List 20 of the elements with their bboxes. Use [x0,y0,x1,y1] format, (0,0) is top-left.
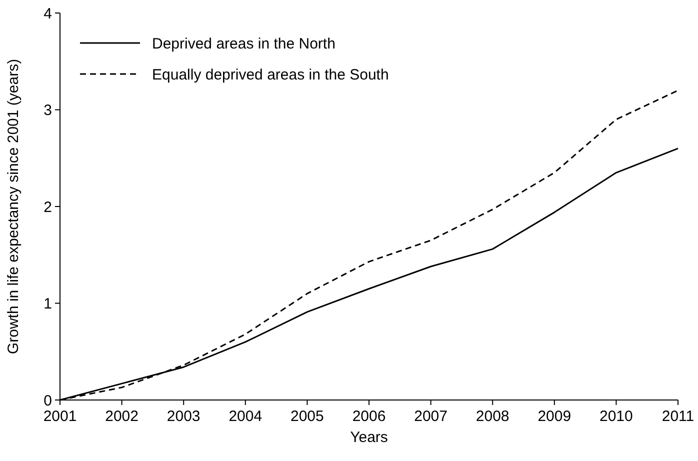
x-tick-label: 2003 [166,408,200,425]
x-tick-label: 2011 [662,408,694,425]
x-tick-label: 2009 [538,408,572,425]
x-tick-label: 2005 [290,408,324,425]
legend-label: Equally deprived areas in the South [152,66,389,84]
x-tick-label: 2002 [105,408,138,425]
x-tick-label: 2004 [228,408,262,425]
y-tick-label: 2 [44,198,52,216]
x-axis-title: Years [350,429,388,446]
x-tick-label: 2006 [352,408,386,425]
legend-label: Deprived areas in the North [152,35,336,52]
y-tick-label: 4 [44,5,52,22]
x-tick-label: 2007 [414,408,448,425]
x-tick-label: 2001 [43,408,77,425]
x-tick-label: 2008 [476,408,510,425]
y-tick-label: 1 [44,296,52,312]
y-axis-title: Growth in life expectancy since 2001 (years) [5,58,22,354]
y-tick-label: 3 [44,102,52,119]
y-tick-label: 0 [44,392,52,410]
x-tick-label: 2010 [600,408,633,425]
